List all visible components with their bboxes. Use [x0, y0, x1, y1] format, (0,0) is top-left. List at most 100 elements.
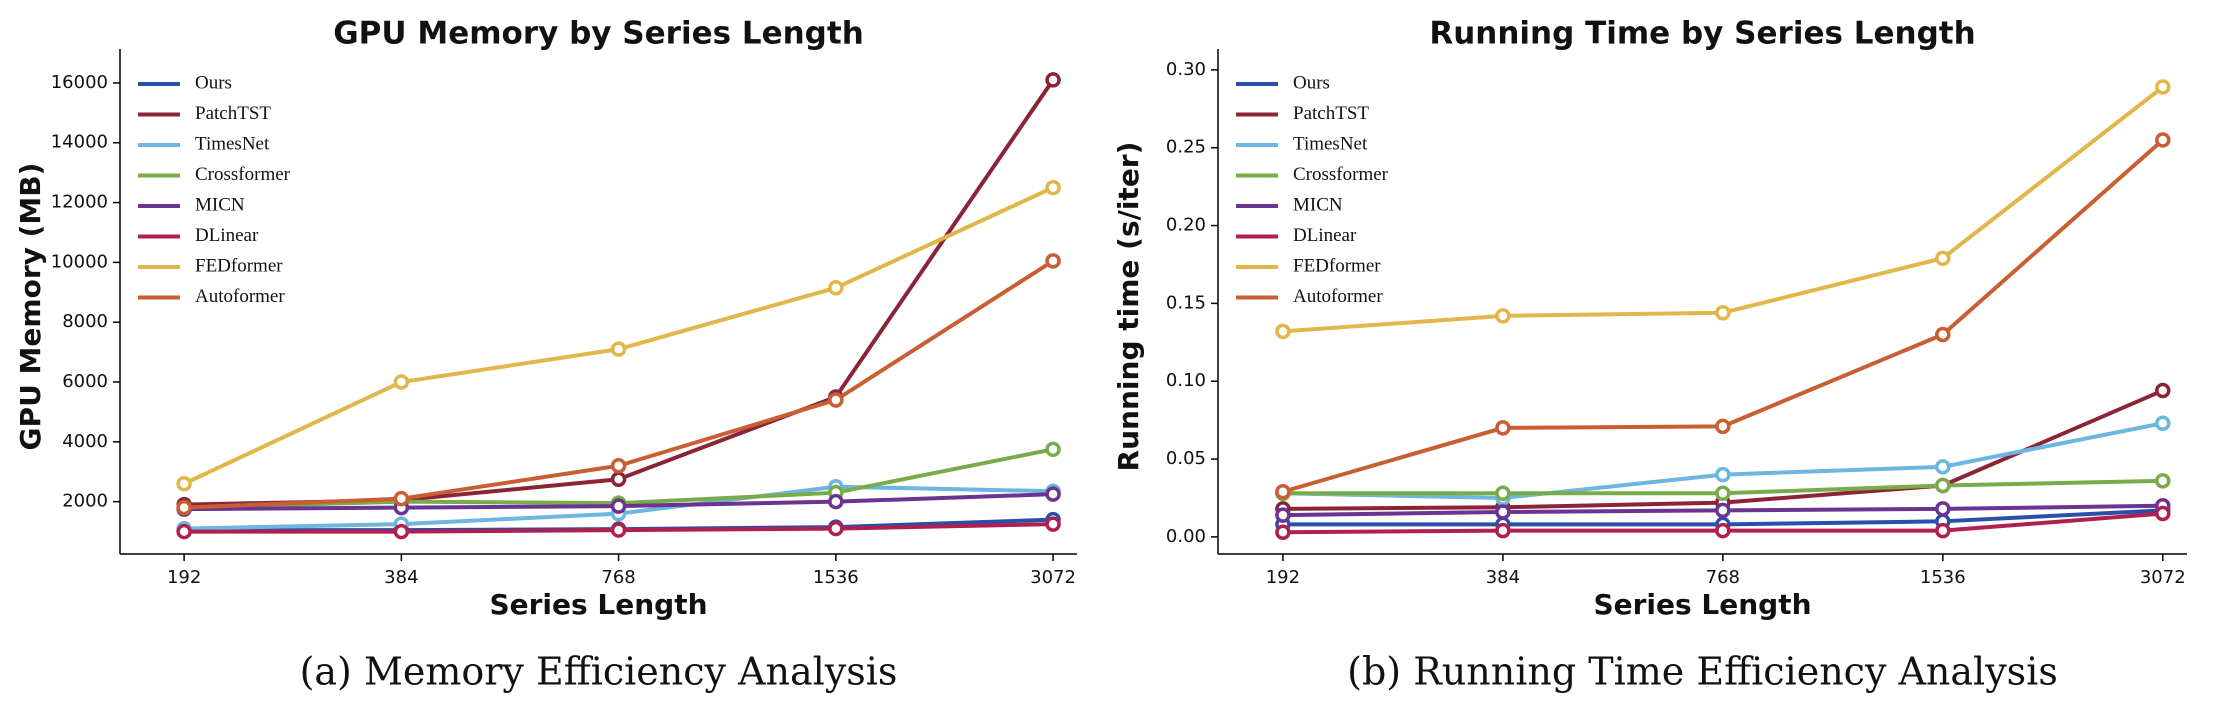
legend-label: FEDformer	[195, 255, 283, 276]
data-point	[1045, 72, 1061, 88]
y-tick-label: 0.10	[1166, 370, 1206, 391]
legend-label: Ours	[195, 72, 232, 93]
data-point	[1495, 420, 1511, 436]
data-point	[828, 493, 844, 510]
data-point	[1045, 486, 1061, 502]
x-axis-label: Series Length	[489, 588, 707, 621]
caption: (b) Running Time Efficiency Analysis	[1347, 650, 2058, 694]
y-tick-label: 0.00	[1166, 526, 1206, 547]
legend-label: DLinear	[1293, 225, 1357, 246]
data-point	[1935, 326, 1951, 343]
x-tick-label: 3072	[2140, 567, 2186, 588]
y-tick-label: 16000	[51, 72, 108, 93]
data-point	[1275, 323, 1291, 340]
y-tick-label: 14000	[51, 132, 108, 153]
legend-label: Ours	[1293, 72, 1330, 93]
data-point	[1935, 477, 1951, 494]
legend-label: Crossformer	[1293, 164, 1389, 185]
data-point	[2155, 382, 2171, 399]
data-point	[393, 523, 410, 540]
legend-label: DLinear	[195, 225, 259, 246]
data-point	[1495, 485, 1511, 502]
data-point	[828, 520, 844, 537]
caption: (a) Memory Efficiency Analysis	[300, 650, 898, 694]
data-point	[176, 475, 192, 492]
y-tick-label: 4000	[62, 431, 108, 452]
y-tick-label: 2000	[62, 491, 108, 512]
data-point	[1935, 501, 1951, 517]
data-point	[828, 280, 844, 296]
x-tick-label: 384	[1486, 567, 1520, 588]
data-point	[1715, 466, 1731, 483]
x-tick-label: 192	[1266, 567, 1300, 588]
data-point	[2155, 415, 2171, 431]
data-point	[393, 490, 410, 507]
x-tick-label: 768	[1706, 567, 1740, 588]
series-line	[184, 78, 1055, 507]
y-tick-label: 8000	[62, 311, 108, 332]
data-point	[610, 471, 627, 487]
y-tick-label: 0.20	[1166, 215, 1206, 236]
x-tick-label: 1536	[1920, 567, 1966, 588]
data-point	[610, 458, 627, 474]
y-tick-label: 12000	[51, 192, 108, 213]
data-point	[2155, 132, 2171, 148]
data-point	[1275, 483, 1291, 500]
data-point	[1935, 250, 1951, 266]
y-tick-label: 10000	[51, 251, 108, 272]
data-point	[1045, 441, 1061, 458]
legend-label: PatchTST	[1293, 103, 1369, 124]
data-point	[1715, 304, 1731, 321]
data-point	[1715, 418, 1731, 435]
data-point	[2155, 505, 2171, 522]
data-point	[1495, 522, 1511, 539]
legend-label: Crossformer	[195, 164, 291, 185]
data-point	[1715, 522, 1731, 539]
data-point	[1275, 524, 1291, 540]
y-tick-label: 6000	[62, 371, 108, 392]
data-point	[610, 341, 627, 357]
y-tick-label: 0.15	[1166, 292, 1206, 313]
data-point	[828, 392, 844, 408]
data-point	[2155, 79, 2171, 95]
x-tick-label: 384	[384, 567, 418, 588]
legend-label: TimesNet	[1293, 133, 1368, 154]
data-point	[610, 522, 627, 538]
x-tick-label: 192	[167, 567, 201, 588]
x-tick-label: 768	[601, 567, 635, 588]
legend-label: Autoformer	[1293, 286, 1383, 307]
legend-label: FEDformer	[1293, 255, 1381, 276]
chart-title: Running Time by Series Length	[1429, 16, 1975, 52]
data-point	[176, 523, 192, 540]
data-point	[1275, 507, 1291, 523]
data-point	[1045, 516, 1061, 532]
data-point	[393, 374, 410, 390]
data-point	[1495, 504, 1511, 520]
legend-label: MICN	[195, 194, 245, 215]
legend-label: PatchTST	[195, 103, 271, 124]
legend-label: Autoformer	[195, 286, 285, 307]
data-point	[1045, 179, 1061, 196]
data-point	[610, 498, 627, 514]
data-point	[176, 499, 192, 516]
data-point	[1715, 485, 1731, 502]
data-point	[1935, 522, 1951, 539]
x-tick-label: 3072	[1030, 567, 1076, 588]
series-line	[1282, 85, 2165, 334]
y-tick-label: 0.05	[1166, 448, 1206, 469]
data-point	[1045, 253, 1061, 269]
y-axis-label: Running time (s/iter)	[1112, 142, 1145, 472]
x-axis-label: Series Length	[1593, 588, 1811, 621]
data-point	[1495, 308, 1511, 324]
data-point	[2155, 473, 2171, 489]
y-axis-label: GPU Memory (MB)	[14, 163, 47, 451]
chart-title: GPU Memory by Series Length	[333, 16, 864, 52]
legend-label: TimesNet	[195, 133, 270, 154]
data-point	[1715, 502, 1731, 519]
data-point	[1935, 459, 1951, 475]
y-tick-label: 0.30	[1166, 59, 1206, 80]
y-tick-label: 0.25	[1166, 137, 1206, 158]
x-tick-label: 1536	[813, 567, 859, 588]
legend-label: MICN	[1293, 194, 1343, 215]
